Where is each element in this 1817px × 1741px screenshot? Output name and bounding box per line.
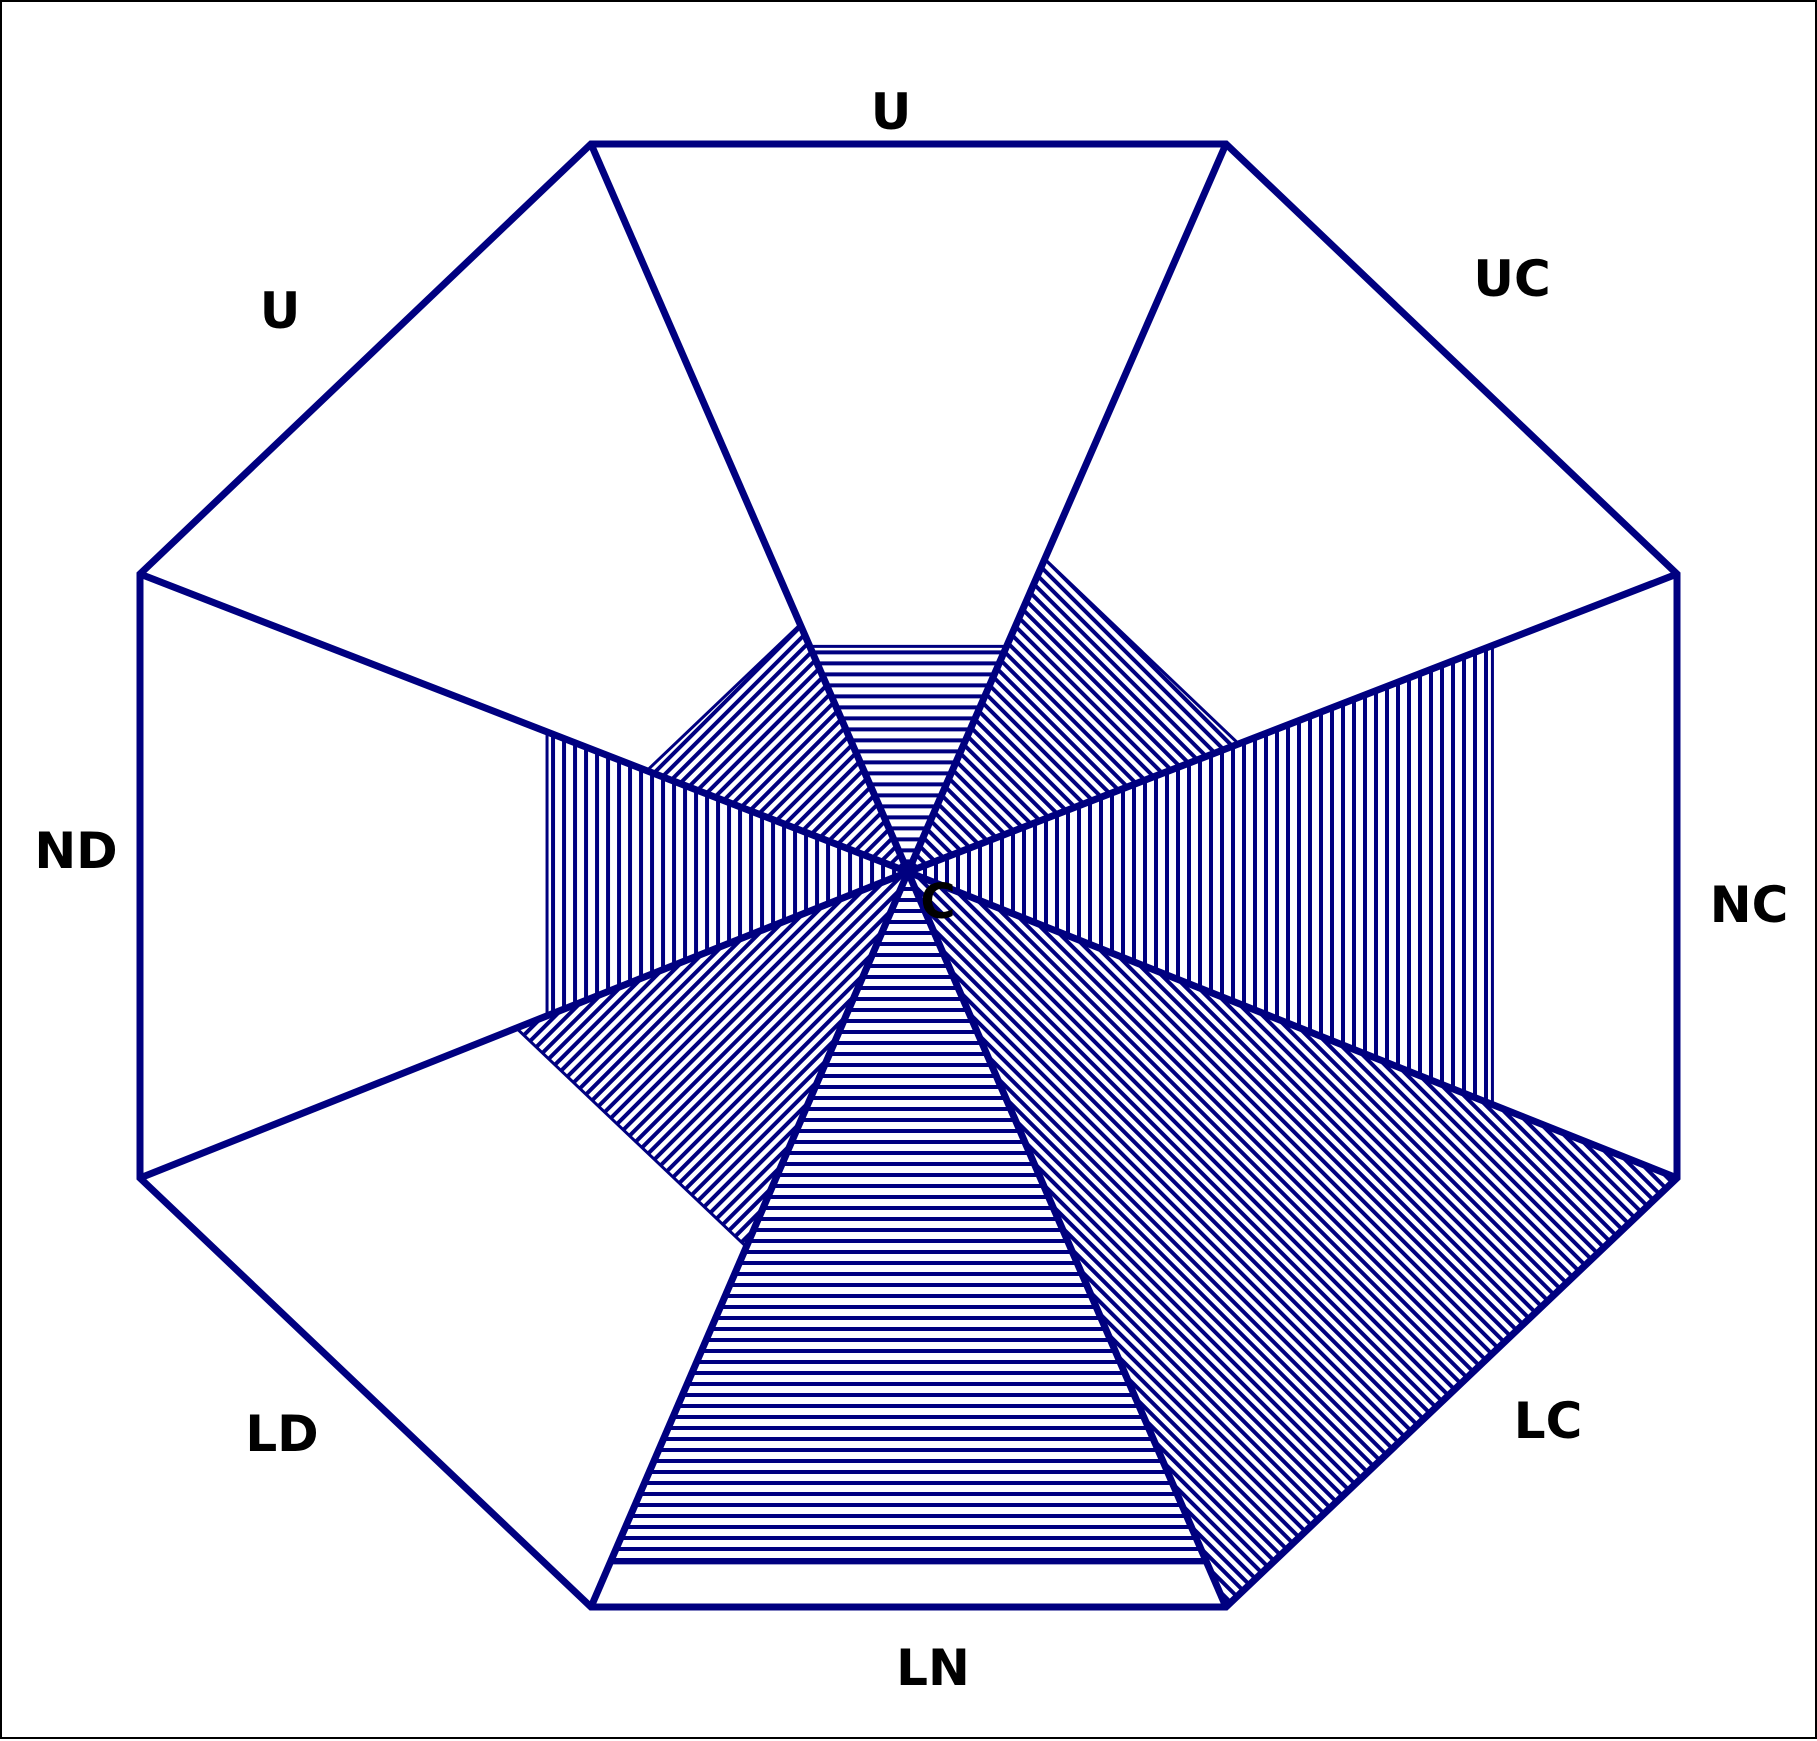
level-edge-u-left: [645, 623, 802, 772]
spokes: [138, 142, 1679, 1609]
label-ld: LD: [245, 1405, 318, 1463]
label-nd: ND: [34, 822, 117, 880]
hatch-ld: [516, 872, 908, 1247]
hatch-fills: [515, 557, 1679, 1609]
label-uc: UC: [1473, 250, 1550, 308]
spoke-2: [906, 570, 1679, 876]
level-edge-ld: [515, 1026, 748, 1248]
center-label: C: [920, 874, 955, 930]
label-lc: LC: [1514, 1392, 1583, 1450]
hatch-u-top: [809, 650, 1007, 872]
outer-octagon-outline: [136, 140, 1681, 1611]
label-nc: NC: [1710, 876, 1789, 934]
spoke-7: [138, 570, 910, 876]
spoke-6: [138, 868, 910, 1182]
spoke-3: [906, 868, 1679, 1182]
spoke-1: [904, 142, 1230, 874]
label-u-left: U: [260, 282, 301, 340]
spoke-5: [587, 870, 912, 1609]
level-edge-uc: [1043, 557, 1240, 745]
spoke-4: [904, 870, 1230, 1609]
region-labels: U UC NC LC LN LD ND U C: [34, 83, 1788, 1697]
hatch-u-left: [646, 624, 908, 872]
spoke-0: [587, 142, 912, 874]
label-u-top: U: [871, 83, 912, 141]
label-ln: LN: [896, 1639, 970, 1697]
